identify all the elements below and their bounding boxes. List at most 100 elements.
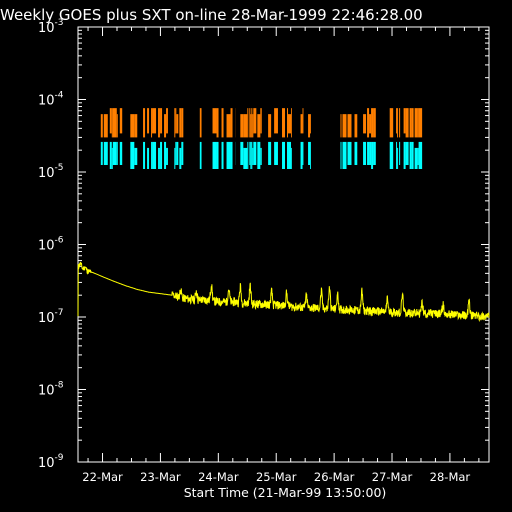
sxt-lower-bar [134, 147, 138, 165]
sxt-lower-bar [397, 147, 399, 169]
sxt-upper-bar [179, 108, 182, 138]
axes: 10-9 10-8 10-7 10-6 10-5 10-4 10-3 22-Mar 23-Mar… [38, 18, 490, 484]
sxt-lower-bar [216, 141, 219, 169]
sxt-upper-bar [363, 114, 367, 134]
sxt-lower-bar [109, 141, 112, 169]
x-tick-label: 27-Mar [372, 470, 413, 484]
sxt-lower-bar [100, 141, 103, 165]
x-tick-label: 22-Mar [82, 470, 123, 484]
sxt-lower-bar [274, 141, 278, 165]
sxt-upper-bar [399, 108, 401, 138]
sxt-upper-bar [268, 114, 272, 138]
sxt-upper-bar [373, 108, 376, 138]
sxt-lower-bar [199, 141, 202, 169]
sxt-upper-bar [164, 114, 167, 138]
sxt-lower-bar [405, 141, 409, 165]
sxt-upper-bar [249, 108, 251, 138]
sxt-upper-bar [251, 108, 253, 138]
sxt-lower-bar [373, 141, 376, 165]
sxt-lower-bar [250, 141, 252, 169]
sxt-lower-bar [414, 147, 418, 169]
x-tick-label: 23-Mar [140, 470, 181, 484]
sxt-upper-bar [130, 114, 135, 138]
sxt-lower-bar [354, 141, 358, 165]
sxt-lower-bar [103, 141, 108, 165]
sxt-upper-bar [199, 108, 202, 138]
sxt-upper-bar [302, 108, 304, 134]
sxt-upper-bar [405, 108, 409, 138]
sxt-lower-bar [302, 141, 304, 165]
sxt-lower-bar [143, 141, 146, 169]
sxt-upper-bar [243, 114, 248, 138]
sxt-upper-bar [397, 108, 399, 138]
sxt-upper-bar [176, 114, 179, 134]
sxt-lower-bar [282, 141, 286, 169]
y-tick-label: 10-5 [38, 163, 64, 181]
sxt-upper-bar [174, 108, 176, 138]
sxt-upper-bar [287, 108, 289, 138]
sxt-upper-bar [143, 108, 146, 138]
sxt-lower-bar [300, 141, 303, 169]
sxt-upper-bar [166, 108, 168, 134]
sxt-lower-bar [291, 147, 292, 169]
flux-line [77, 261, 490, 323]
sxt-upper-bar [100, 114, 103, 138]
sxt-upper-bar [226, 114, 231, 138]
sxt-lower-bar [308, 141, 311, 165]
sxt-lower-bar [252, 147, 254, 165]
sxt-upper-bar [371, 108, 374, 138]
y-tick-label: 10-4 [38, 91, 64, 109]
sxt-lower-bar [418, 141, 423, 169]
sxt-upper-bar [216, 108, 219, 138]
sxt-lower-bar [151, 141, 153, 169]
sxt-lower-bar [176, 141, 179, 165]
sxt-upper-bar [212, 108, 217, 134]
y-tick-label: 10-7 [38, 308, 64, 326]
sxt-upper-bar [403, 108, 406, 134]
sxt-upper-bar [288, 114, 292, 134]
sxt-upper-bar [159, 108, 161, 138]
sxt-upper-bar [151, 108, 153, 138]
sxt-upper-bar [409, 108, 412, 138]
sxt-lower-bar [179, 147, 182, 169]
sxt-upper-bar [181, 108, 184, 138]
sxt-lower-bar [342, 141, 347, 169]
sxt-lower-bar [116, 141, 118, 165]
sxt-lower-bar [226, 141, 231, 169]
sxt-upper-bar [221, 108, 224, 138]
sxt-lower-bar [230, 141, 233, 169]
sxt-upper-bar [134, 114, 138, 138]
sxt-lower-bar [399, 141, 401, 165]
sxt-lower-bar [111, 147, 113, 169]
sxt-upper-bar [260, 108, 262, 134]
sxt-lower-bar [247, 141, 249, 169]
sxt-lower-bar [409, 141, 412, 169]
sxt-upper-bar [240, 114, 244, 138]
sxt-lower-bar [403, 141, 406, 169]
sxt-lower-bar [240, 141, 244, 165]
sxt-lower-bar [257, 141, 261, 169]
sxt-upper-bar [250, 114, 252, 138]
y-tick-label: 10-3 [38, 18, 64, 36]
sxt-upper-bar [417, 108, 419, 138]
sxt-upper-bar [396, 108, 398, 134]
sxt-lower-bar [347, 141, 352, 165]
sxt-upper-bar [367, 108, 370, 138]
sxt-lower-bar [251, 141, 253, 169]
sxt-lower-bar [369, 141, 372, 165]
sxt-upper-bar [111, 108, 113, 138]
sxt-lower-bar [119, 141, 123, 165]
sxt-upper-bar [252, 114, 254, 138]
sxt-lower-bar [160, 141, 163, 169]
sxt-lower-bar [147, 147, 150, 169]
x-tick-label: 26-Mar [314, 470, 355, 484]
sxt-upper-bar [354, 114, 358, 138]
sxt-lower-bar [159, 147, 161, 169]
sxt-upper-bar [247, 108, 249, 138]
sxt-lower-bar [249, 141, 251, 165]
y-tick-label: 10-9 [38, 453, 64, 471]
sxt-lower-bar [112, 141, 117, 165]
y-tick-label: 10-6 [38, 236, 64, 254]
